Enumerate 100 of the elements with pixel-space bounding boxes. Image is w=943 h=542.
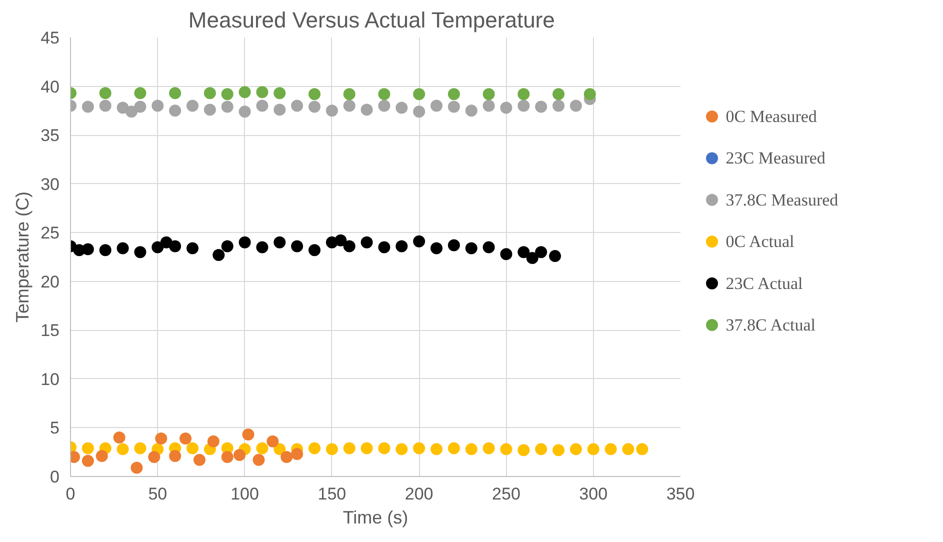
point [430, 443, 442, 456]
point [180, 432, 192, 444]
point [413, 235, 426, 248]
x-tick-label: 100 [230, 484, 259, 504]
point [343, 442, 356, 454]
legend-label: 23C Measured [726, 148, 826, 168]
x-tick-label: 200 [404, 484, 434, 504]
point [622, 443, 634, 456]
point [448, 100, 460, 113]
point [308, 442, 320, 454]
y-tick-label: 30 [40, 174, 60, 194]
point [82, 243, 94, 256]
x-axis-title: Time (s) [342, 508, 408, 528]
point [549, 250, 562, 262]
point [587, 443, 600, 456]
point [234, 449, 246, 462]
point [99, 87, 112, 100]
point [99, 244, 112, 256]
point [308, 88, 320, 100]
chart-title: Measured Versus Actual Temperature [188, 8, 555, 32]
point [274, 443, 286, 456]
point [604, 443, 617, 456]
point [396, 102, 408, 114]
point [430, 100, 442, 112]
point [256, 241, 268, 254]
y-tick-label: 25 [40, 224, 60, 243]
point [518, 246, 530, 258]
point [207, 435, 220, 448]
y-tick-label: 45 [40, 28, 60, 48]
y-tick-label: 15 [40, 321, 60, 340]
point [448, 88, 460, 100]
point [535, 443, 548, 456]
point [465, 443, 478, 456]
y-tick-label: 10 [40, 370, 60, 389]
x-tick-label: 150 [318, 484, 346, 504]
point [518, 88, 530, 100]
point [518, 444, 530, 456]
point [152, 241, 164, 254]
point [378, 442, 390, 454]
point [413, 106, 426, 118]
point [274, 87, 286, 100]
point [535, 100, 548, 113]
point [500, 248, 512, 260]
point [221, 100, 234, 113]
point [152, 100, 164, 112]
y-tick-label: 40 [40, 77, 60, 96]
point [186, 442, 198, 454]
y-tick-label: 35 [40, 126, 60, 146]
point [308, 100, 320, 113]
legend-label: 37.8C Measured [726, 190, 839, 210]
point [465, 242, 478, 254]
point [378, 241, 390, 254]
point [169, 87, 182, 100]
point [252, 454, 265, 466]
point [526, 252, 538, 264]
point [274, 104, 286, 116]
point [238, 86, 251, 98]
point [266, 435, 279, 448]
point [482, 442, 495, 454]
point [186, 100, 198, 112]
point [482, 100, 495, 112]
point [280, 451, 293, 463]
point [396, 240, 408, 252]
point [116, 443, 129, 456]
point [212, 249, 225, 262]
point [570, 443, 582, 456]
point [518, 100, 530, 112]
legend-label: 0C Actual [726, 232, 795, 252]
point [134, 442, 146, 454]
point [82, 454, 94, 467]
point [96, 450, 108, 462]
point [535, 246, 548, 258]
legend-label: 0C Measured [726, 107, 818, 126]
point [552, 88, 564, 100]
point [116, 242, 129, 254]
point [360, 442, 373, 454]
point [378, 100, 390, 112]
legend-label: 37.8C Actual [726, 316, 816, 335]
point [82, 442, 94, 454]
point [238, 236, 251, 248]
y-tick-label: 5 [50, 418, 60, 438]
point [186, 242, 198, 254]
point [256, 442, 268, 454]
point [130, 462, 143, 474]
point [343, 88, 356, 100]
point [552, 100, 564, 112]
point [113, 431, 126, 444]
point [326, 104, 338, 117]
point [482, 241, 495, 254]
point [500, 443, 512, 456]
point [334, 234, 347, 246]
point [99, 100, 112, 112]
x-tick-label: 50 [148, 484, 168, 504]
x-tick-label: 350 [666, 484, 695, 504]
point [221, 240, 234, 252]
point [221, 88, 234, 100]
point [134, 87, 146, 100]
point [274, 236, 286, 248]
point [291, 240, 304, 252]
point [291, 100, 304, 112]
